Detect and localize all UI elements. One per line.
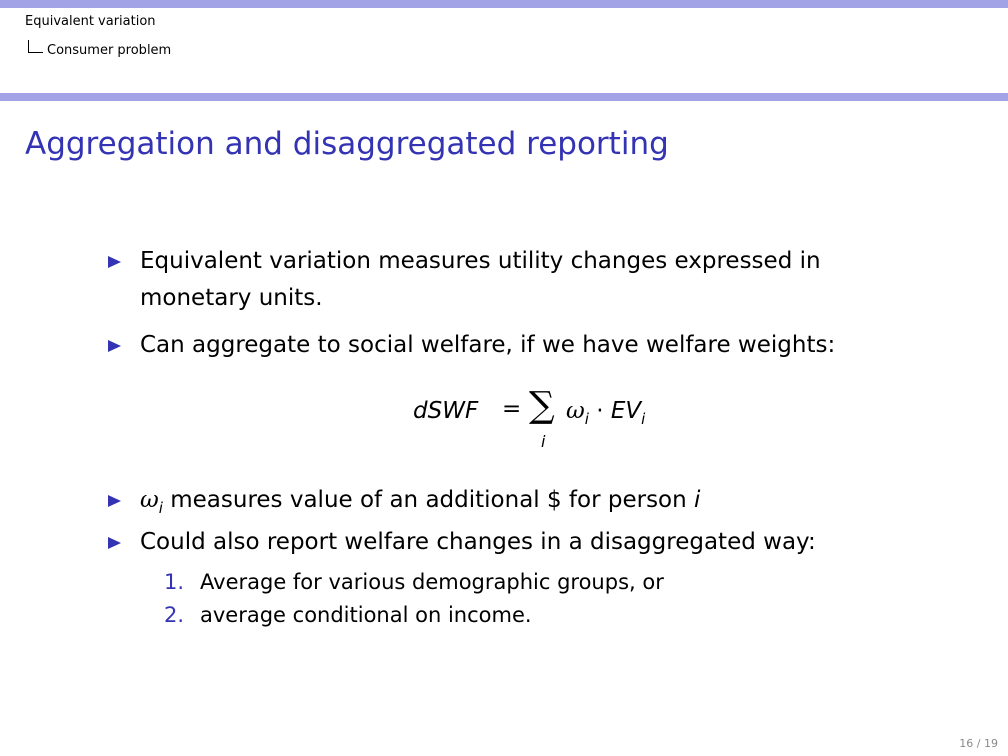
welfare-formula: dSWF = ∑ i ωi · EVi [413, 385, 713, 462]
bullet-3-omega: ω [140, 487, 159, 513]
enum-number-2: 2. [164, 603, 185, 627]
formula-lhs: dSWF [413, 398, 479, 424]
breadcrumb-section[interactable]: Equivalent variation [25, 14, 156, 29]
bullet-3-text: measures value of an additional $ for pe… [162, 487, 695, 513]
bullet-triangle-icon [108, 495, 121, 507]
bullet-triangle-icon [108, 340, 121, 352]
bullet-item-1-line-1: Equivalent variation measures utility ch… [140, 248, 821, 274]
bullet-item-4: Could also report welfare changes in a d… [140, 529, 816, 555]
enum-number-1: 1. [164, 570, 185, 594]
bullet-item-2: Can aggregate to social welfare, if we h… [140, 332, 836, 358]
formula-dot: · [588, 398, 611, 424]
page-number: 16 / 19 [959, 737, 998, 750]
formula-omega-subscript: i [584, 410, 589, 428]
page-title: Aggregation and disaggregated reporting [25, 126, 669, 162]
summation-index: i [541, 432, 546, 451]
breadcrumb-subsection[interactable]: Consumer problem [28, 38, 171, 64]
bullet-3-omega-subscript: i [158, 499, 163, 517]
tree-connector-icon [28, 39, 43, 53]
formula-ev-subscript: i [641, 410, 646, 428]
enum-item-2: average conditional on income. [200, 603, 532, 627]
formula-rhs: ωi · EVi [566, 398, 645, 428]
header-top-bar [0, 0, 1008, 8]
bullet-item-1-line-2: monetary units. [140, 285, 323, 311]
formula-ev: EV [610, 398, 642, 424]
bullet-item-3: ωi measures value of an additional $ for… [140, 482, 700, 521]
formula-equals: = [502, 396, 522, 422]
bullet-triangle-icon [108, 537, 121, 549]
breadcrumb-subsection-label: Consumer problem [47, 43, 172, 58]
bullet-3-variable: i [694, 487, 701, 513]
enum-item-1: Average for various demographic groups, … [200, 570, 664, 594]
formula-omega: ω [566, 398, 585, 424]
bullet-triangle-icon [108, 256, 121, 268]
summation-symbol: ∑ [529, 385, 555, 426]
header-bottom-bar [0, 93, 1008, 101]
